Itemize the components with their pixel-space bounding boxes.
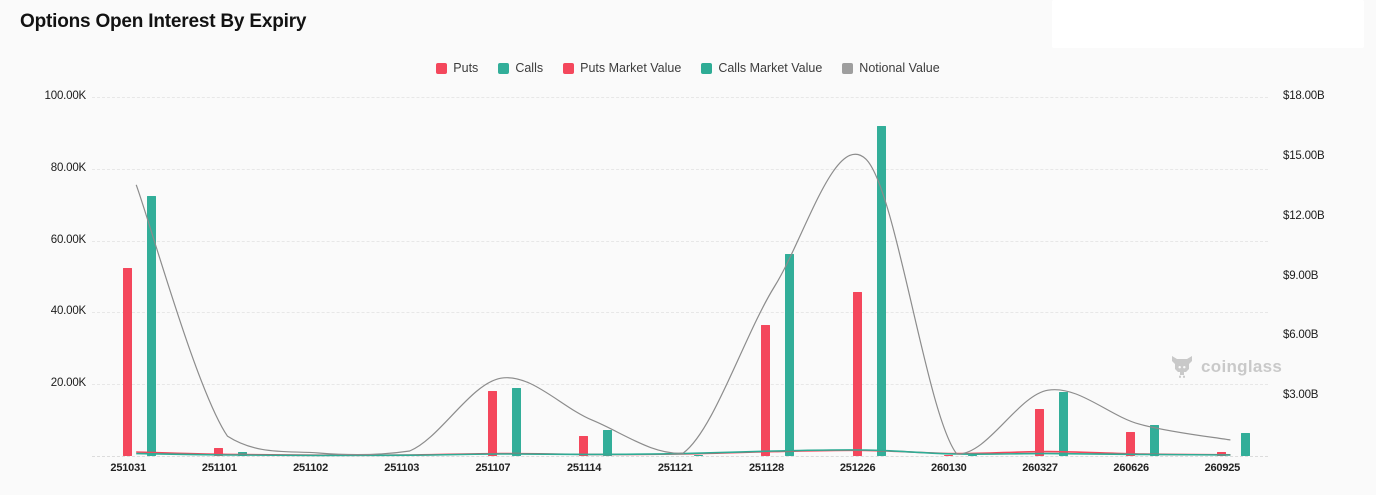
left-axis-tick: 60.00K	[50, 233, 86, 246]
puts-bar-251128	[761, 324, 771, 456]
gridline	[92, 384, 1268, 386]
x-axis-label-260925: 260925	[1204, 462, 1241, 474]
legend-swatch-icon	[563, 62, 575, 74]
calls-bar-251102	[329, 454, 339, 456]
x-axis-label-260327: 260327	[1022, 462, 1058, 474]
x-axis-label-251101: 251101	[201, 462, 237, 474]
legend-label: Puts	[453, 61, 479, 75]
legend-label: Notional Value	[859, 61, 940, 75]
coinglass-watermark: coinglass	[1170, 356, 1282, 378]
gridline	[92, 168, 1268, 170]
puts-bar-251101	[214, 448, 224, 456]
puts-bar-260327	[1035, 409, 1044, 456]
calls-bar-251107	[511, 387, 521, 456]
x-axis-label-251103: 251103	[384, 462, 420, 474]
puts-bar-260626	[1126, 432, 1136, 456]
left-axis-tick: 100.00K	[44, 90, 87, 102]
right-axis-tick: $15.00B	[1283, 149, 1325, 162]
calls-bar-251101	[238, 451, 248, 456]
coinglass-bull-icon	[1172, 356, 1192, 378]
page-title: Options Open Interest By Expiry	[20, 11, 307, 32]
calls-bar-251121	[694, 454, 704, 456]
legend-swatch-icon	[436, 62, 448, 74]
coinglass-watermark-label: coinglass	[1201, 357, 1283, 376]
legend-item-notional-value[interactable]: Notional Value	[842, 61, 940, 75]
calls-bar-251031	[147, 196, 157, 456]
puts-bar-260925	[1217, 452, 1227, 456]
x-axis-label-251226: 251226	[839, 462, 876, 474]
right-axis-tick: $12.00B	[1283, 209, 1325, 222]
legend-item-puts-market-value[interactable]: Puts Market Value	[563, 61, 681, 75]
right-axis-tick: $9.00B	[1283, 269, 1319, 282]
puts-bar-251114	[579, 435, 589, 456]
left-axis-tick: 80.00K	[50, 161, 86, 174]
legend-swatch-icon	[842, 62, 854, 74]
puts-bar-251107	[487, 391, 497, 456]
legend-swatch-icon	[701, 62, 713, 74]
calls-bar-260626	[1150, 425, 1160, 456]
chart-legend: Puts Calls Puts Market Value Calls Market V…	[0, 61, 1376, 75]
puts-bar-260130	[943, 454, 953, 456]
x-axis-label-251114: 251114	[566, 462, 602, 474]
x-axis-label-251121: 251121	[657, 462, 693, 474]
x-axis-line	[92, 456, 1268, 457]
x-axis-label-251107: 251107	[475, 462, 511, 474]
right-axis-tick: $3.00B	[1283, 389, 1319, 402]
x-axis-label-251128: 251128	[749, 462, 784, 474]
legend-label: Calls	[515, 61, 544, 75]
calls-bar-251128	[785, 253, 795, 456]
x-axis-label-260626: 260626	[1113, 462, 1149, 474]
right-axis-tick: $18.00B	[1283, 90, 1325, 102]
gridline	[92, 240, 1268, 242]
calls-bar-260327	[1059, 392, 1068, 456]
legend-item-puts[interactable]: Puts	[436, 61, 478, 75]
legend-label: Puts Market Value	[580, 61, 682, 75]
legend-swatch-icon	[498, 62, 510, 74]
x-axis-label-251031: 251031	[110, 462, 146, 474]
legend-label: Calls Market Value	[718, 61, 823, 75]
left-axis-tick: 40.00K	[50, 305, 86, 318]
puts-bar-251226	[852, 291, 862, 456]
gridline	[92, 312, 1268, 314]
legend-item-calls[interactable]: Calls	[498, 61, 543, 75]
puts-bar-251031	[123, 267, 133, 456]
x-axis-label-260130: 260130	[931, 462, 967, 474]
toolbar-placeholder-box	[1052, 0, 1364, 48]
right-axis-tick: $6.00B	[1283, 329, 1319, 342]
left-axis-tick: 20.00K	[50, 377, 86, 390]
legend-item-calls-market-value[interactable]: Calls Market Value	[701, 61, 822, 75]
gridline	[92, 97, 1268, 98]
x-axis-label-251102: 251102	[293, 462, 328, 474]
calls-bar-251114	[603, 429, 613, 456]
calls-bar-251226	[876, 125, 886, 456]
calls-bar-260925	[1241, 433, 1251, 456]
calls-bar-260130	[967, 454, 977, 456]
